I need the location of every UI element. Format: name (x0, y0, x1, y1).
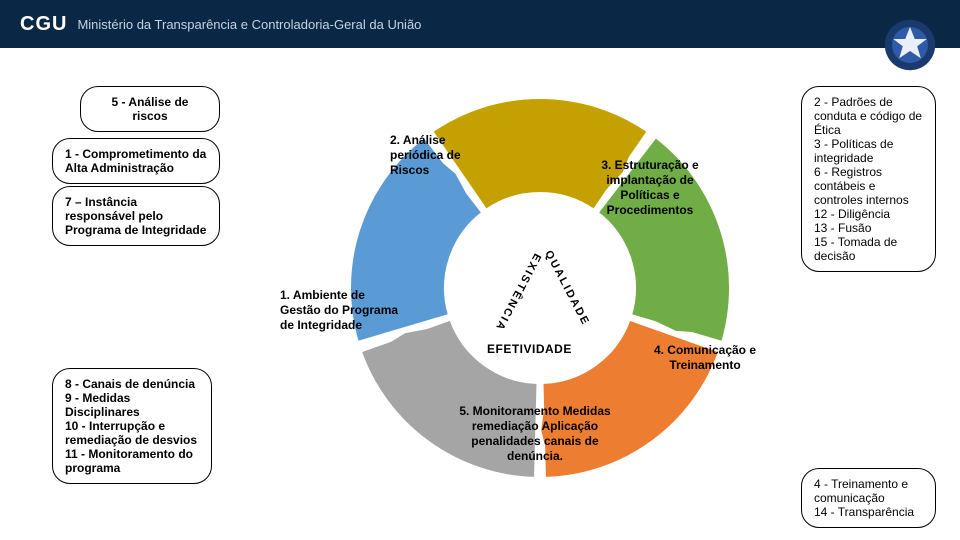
box-right-top: 2 - Padrões de conduta e código de Ética… (801, 86, 936, 272)
box-right-bot: 4 - Treinamento e comunicação14 - Transp… (801, 468, 936, 528)
box-canais: 8 - Canais de denúncia9 - Medidas Discip… (52, 368, 212, 484)
seg-label-2: 2. Análise periódica de Riscos (390, 133, 500, 178)
logo: CGU (20, 13, 67, 36)
seg-label-3: 3. Estruturação e implantação de Polític… (580, 158, 720, 218)
seg-label-5: 5. Monitoramento Medidas remediação Apli… (445, 404, 625, 464)
donut-chart: EXISTÊNCIA QUALIDADE EFETIVIDADE 1. Ambi… (340, 88, 740, 488)
subtitle: Ministério da Transparência e Controlado… (77, 17, 421, 32)
seg-label-4: 4. Comunicação e Treinamento (645, 343, 765, 373)
seg-label-1: 1. Ambiente de Gestão do Programa de Int… (280, 288, 400, 333)
content: 5 - Análise de riscos 1 - Comprometiment… (0, 48, 960, 540)
box-instancia: 7 – Instância responsável pelo Programa … (52, 186, 220, 246)
box-comprometimento: 1 - Comprometimento da Alta Administraçã… (52, 138, 220, 184)
box-analise-riscos: 5 - Análise de riscos (80, 86, 220, 132)
header: CGU Ministério da Transparência e Contro… (0, 0, 960, 48)
inner-bottom: EFETIVIDADE (487, 342, 572, 356)
